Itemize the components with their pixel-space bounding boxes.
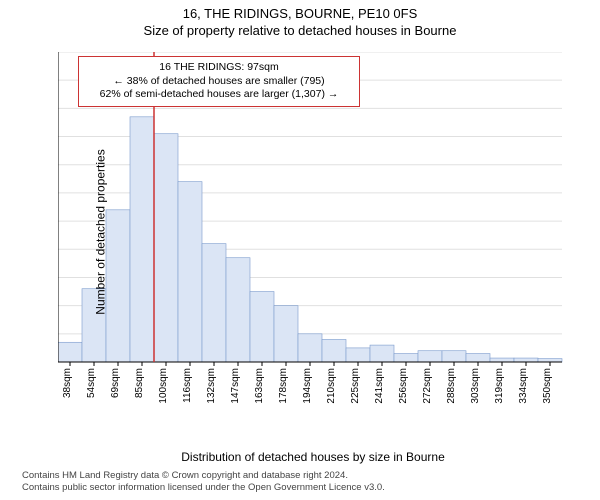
histogram-bar: [370, 345, 394, 362]
chart-title-line1: 16, THE RIDINGS, BOURNE, PE10 0FS: [0, 6, 600, 21]
histogram-bar: [298, 334, 322, 362]
histogram-bar: [202, 244, 226, 362]
annotation-line3: 62% of semi-detached houses are larger (…: [85, 88, 353, 102]
histogram-bar: [466, 354, 490, 362]
x-tick-label: 319sqm: [494, 368, 505, 404]
annotation-line1: 16 THE RIDINGS: 97sqm: [85, 61, 353, 75]
x-tick-label: 288sqm: [446, 368, 457, 404]
histogram-bar: [178, 182, 202, 362]
footer-line2: Contains public sector information licen…: [22, 482, 385, 494]
chart-area: 05010015020025030035040045050055038sqm54…: [58, 52, 568, 412]
histogram-bar: [106, 210, 130, 362]
footer-attribution: Contains HM Land Registry data © Crown c…: [22, 470, 385, 494]
histogram-bar: [130, 117, 154, 362]
x-tick-label: 147sqm: [230, 368, 241, 404]
x-tick-label: 225sqm: [350, 368, 361, 404]
x-tick-label: 256sqm: [398, 368, 409, 404]
histogram-bar: [394, 354, 418, 362]
histogram-bar: [346, 348, 370, 362]
x-tick-label: 100sqm: [158, 368, 169, 404]
histogram-bar: [322, 339, 346, 362]
annotation-line2: ← 38% of detached houses are smaller (79…: [85, 75, 353, 89]
x-tick-label: 54sqm: [86, 368, 97, 398]
x-tick-label: 210sqm: [326, 368, 337, 404]
x-tick-label: 241sqm: [374, 368, 385, 404]
histogram-bar: [250, 292, 274, 362]
x-tick-label: 132sqm: [206, 368, 217, 404]
x-tick-label: 272sqm: [422, 368, 433, 404]
histogram-bar: [154, 134, 178, 362]
histogram-bar: [226, 258, 250, 362]
x-axis-title: Distribution of detached houses by size …: [58, 450, 568, 464]
x-tick-label: 194sqm: [302, 368, 313, 404]
x-tick-label: 334sqm: [518, 368, 529, 404]
x-tick-label: 163sqm: [254, 368, 265, 404]
x-tick-label: 178sqm: [278, 368, 289, 404]
histogram-bar: [538, 359, 562, 362]
footer-line1: Contains HM Land Registry data © Crown c…: [22, 470, 385, 482]
histogram-bar: [514, 358, 538, 362]
x-tick-label: 69sqm: [110, 368, 121, 398]
histogram-bar: [418, 351, 442, 362]
marker-annotation-box: 16 THE RIDINGS: 97sqm ← 38% of detached …: [78, 56, 360, 107]
histogram-bar: [490, 358, 514, 362]
x-tick-label: 303sqm: [470, 368, 481, 404]
histogram-bar: [58, 342, 82, 362]
y-axis-title: Number of detached properties: [94, 149, 108, 314]
x-tick-label: 350sqm: [542, 368, 553, 404]
x-tick-label: 85sqm: [134, 368, 145, 398]
histogram-bar: [274, 306, 298, 362]
x-tick-label: 116sqm: [182, 368, 193, 403]
histogram-bar: [442, 351, 466, 362]
chart-title-block: 16, THE RIDINGS, BOURNE, PE10 0FS Size o…: [0, 0, 600, 38]
chart-title-line2: Size of property relative to detached ho…: [0, 23, 600, 38]
x-tick-label: 38sqm: [62, 368, 73, 398]
